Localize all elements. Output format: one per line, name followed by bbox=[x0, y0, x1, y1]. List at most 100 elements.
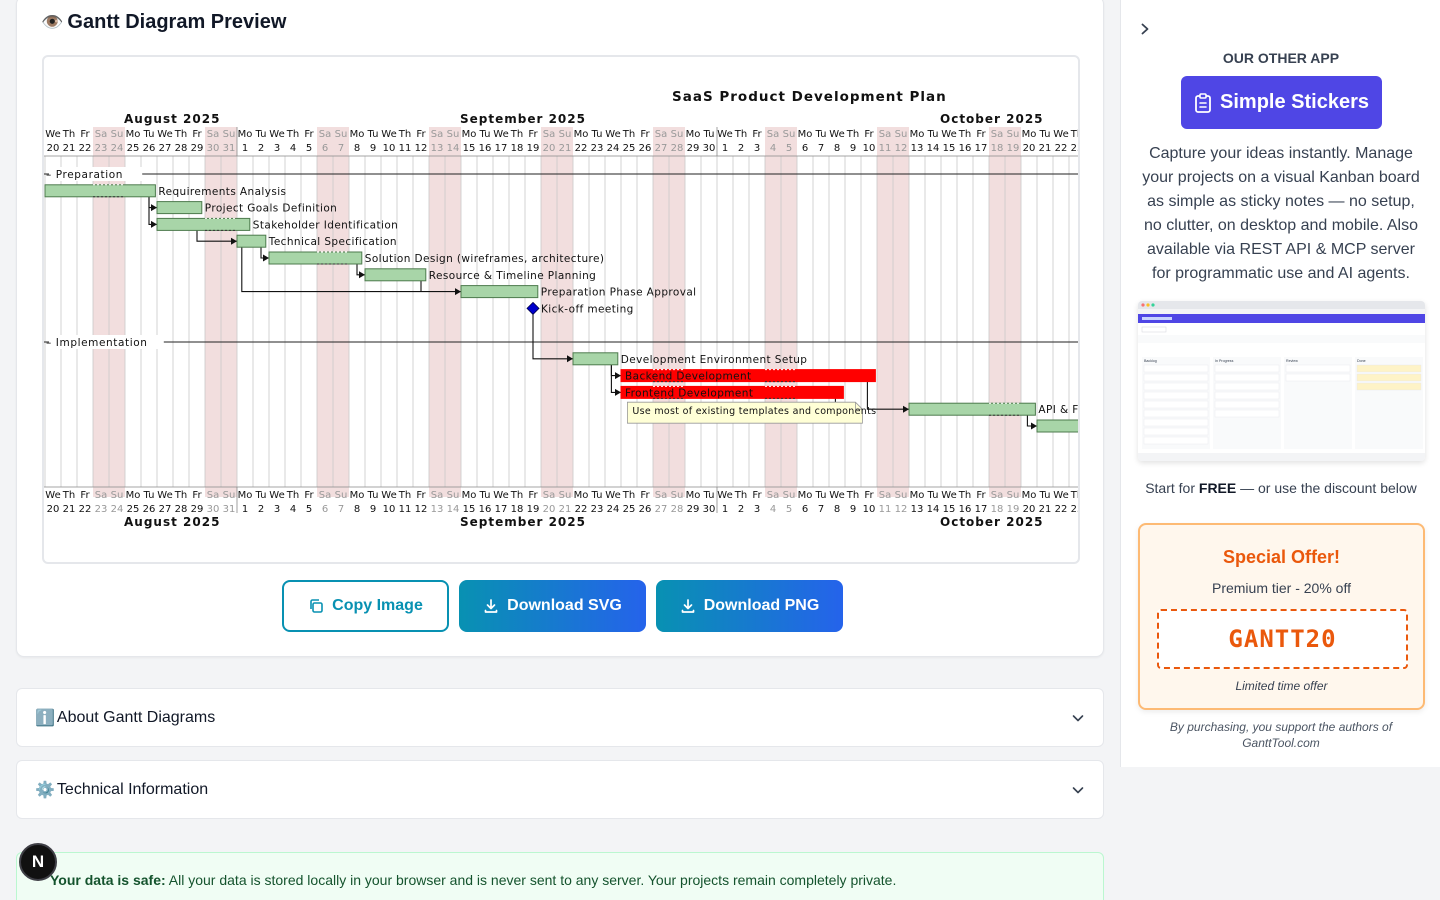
day-number-label: 19 bbox=[527, 143, 540, 154]
day-number-label: 1 bbox=[722, 143, 728, 154]
kanban-card bbox=[1285, 373, 1351, 382]
day-of-week-label: Su bbox=[335, 490, 348, 501]
day-number-label: 27 bbox=[159, 504, 172, 515]
dependency-line bbox=[241, 247, 461, 293]
task-bar bbox=[44, 184, 156, 198]
day-number-label: 1 bbox=[722, 504, 728, 515]
weekend-band bbox=[205, 127, 221, 497]
about-gantt-label: About Gantt Diagrams bbox=[56, 708, 216, 726]
kanban-card bbox=[1214, 400, 1280, 409]
kanban-column-title: Backlog bbox=[1144, 359, 1157, 363]
day-of-week-label: Mo bbox=[798, 129, 813, 140]
day-number-label: 22 bbox=[575, 504, 588, 515]
day-of-week-label: We bbox=[269, 129, 284, 140]
day-of-week-label: Sa bbox=[543, 490, 555, 501]
download-png-button[interactable]: Download PNG bbox=[656, 580, 843, 632]
technical-info-accordion[interactable]: ⚙️ Technical Information bbox=[16, 760, 1104, 819]
day-of-week-label: Fr bbox=[416, 490, 426, 501]
month-label: October 2025 bbox=[940, 515, 1044, 529]
weekend-band bbox=[429, 127, 445, 497]
section-label-bg bbox=[49, 167, 143, 181]
day-number-label: 15 bbox=[463, 143, 476, 154]
day-of-week-label: Mo bbox=[686, 490, 701, 501]
day-of-week-label: Th bbox=[1070, 490, 1078, 501]
discount-code[interactable]: GANTT20 bbox=[1157, 609, 1408, 669]
download-svg-button[interactable]: Download SVG bbox=[459, 580, 646, 632]
kanban-card bbox=[1143, 382, 1209, 391]
data-safe-banner: Your data is safe: All your data is stor… bbox=[16, 852, 1104, 900]
day-number-label: 3 bbox=[754, 504, 760, 515]
day-number-label: 22 bbox=[1055, 143, 1068, 154]
day-of-week-label: We bbox=[829, 129, 844, 140]
weekend-band bbox=[333, 127, 349, 497]
task-bar bbox=[268, 251, 363, 265]
day-of-week-label: Th bbox=[622, 490, 635, 501]
day-of-week-label: We bbox=[157, 490, 172, 501]
dependency-line bbox=[148, 196, 157, 225]
milestone-label: Kick-off meeting bbox=[541, 303, 634, 315]
weekend-band bbox=[653, 127, 669, 497]
preview-title: 👁️ Gantt Diagram Preview bbox=[41, 11, 286, 34]
day-number-label: 20 bbox=[1023, 143, 1036, 154]
day-of-week-label: Sa bbox=[991, 490, 1003, 501]
day-number-label: 30 bbox=[703, 504, 716, 515]
day-of-week-label: Tu bbox=[927, 129, 939, 140]
dev-tools-badge[interactable]: N bbox=[19, 843, 57, 881]
day-of-week-label: We bbox=[717, 490, 732, 501]
day-of-week-label: Tu bbox=[815, 129, 827, 140]
offer-title: Special Offer! bbox=[1222, 547, 1341, 567]
copy-image-button[interactable]: Copy Image bbox=[282, 580, 449, 632]
kanban-card bbox=[1356, 382, 1422, 391]
day-of-week-label: Su bbox=[671, 129, 684, 140]
day-of-week-label: Fr bbox=[640, 490, 650, 501]
kanban-preview-image: Backlog In Progress Review Done bbox=[1138, 301, 1425, 461]
day-of-week-label: We bbox=[941, 490, 956, 501]
day-of-week-label: Mo bbox=[238, 490, 253, 501]
day-of-week-label: Su bbox=[111, 490, 124, 501]
day-of-week-label: Mo bbox=[462, 490, 477, 501]
day-number-label: 21 bbox=[1039, 143, 1052, 154]
chevron-right-icon[interactable] bbox=[1139, 22, 1151, 36]
day-of-week-label: We bbox=[493, 490, 508, 501]
day-of-week-label: Th bbox=[734, 129, 747, 140]
day-of-week-label: Sa bbox=[767, 129, 779, 140]
weekend-band bbox=[557, 127, 573, 497]
gantt-diagram[interactable]: SaaS Product Development Plan August 2025… bbox=[42, 55, 1080, 564]
day-of-week-label: Su bbox=[895, 490, 908, 501]
day-number-label: 8 bbox=[354, 504, 360, 515]
day-number-label: 12 bbox=[895, 504, 908, 515]
day-number-label: 19 bbox=[1007, 143, 1020, 154]
kanban-column bbox=[1284, 357, 1352, 449]
task-bar bbox=[156, 217, 251, 231]
task-bar bbox=[572, 352, 619, 366]
day-number-label: 2 bbox=[738, 143, 744, 154]
day-number-label: 3 bbox=[754, 143, 760, 154]
day-of-week-label: Th bbox=[846, 129, 859, 140]
simple-stickers-button[interactable]: Simple Stickers bbox=[1181, 76, 1382, 129]
task-label: API & Frontend Integration bbox=[1038, 404, 1078, 416]
day-number-label: 10 bbox=[863, 143, 876, 154]
simple-stickers-label: Simple Stickers bbox=[1220, 91, 1369, 113]
about-gantt-accordion[interactable]: ℹ️ About Gantt Diagrams bbox=[16, 688, 1104, 747]
day-of-week-label: Su bbox=[783, 129, 796, 140]
day-number-label: 18 bbox=[991, 143, 1004, 154]
day-number-label: 19 bbox=[1007, 504, 1020, 515]
app-screenshot[interactable]: Backlog In Progress Review Done bbox=[1138, 301, 1425, 461]
day-number-label: 28 bbox=[175, 143, 188, 154]
day-number-label: 12 bbox=[895, 143, 908, 154]
day-of-week-label: Th bbox=[958, 490, 971, 501]
chevron-down-icon bbox=[1072, 714, 1084, 721]
day-of-week-label: Tu bbox=[143, 129, 155, 140]
day-number-label: 12 bbox=[415, 143, 428, 154]
day-of-week-label: Su bbox=[783, 490, 796, 501]
day-of-week-label: Mo bbox=[350, 490, 365, 501]
preview-card: 👁️ Gantt Diagram Preview SaaS Product De… bbox=[16, 0, 1104, 657]
day-number-label: 22 bbox=[79, 504, 92, 515]
day-number-label: 31 bbox=[223, 504, 236, 515]
weekend-band bbox=[317, 127, 333, 497]
copy-image-label: Copy Image bbox=[332, 597, 423, 614]
day-of-week-label: Th bbox=[958, 129, 971, 140]
day-number-label: 18 bbox=[511, 143, 524, 154]
day-number-label: 29 bbox=[687, 143, 700, 154]
day-number-label: 9 bbox=[370, 143, 376, 154]
